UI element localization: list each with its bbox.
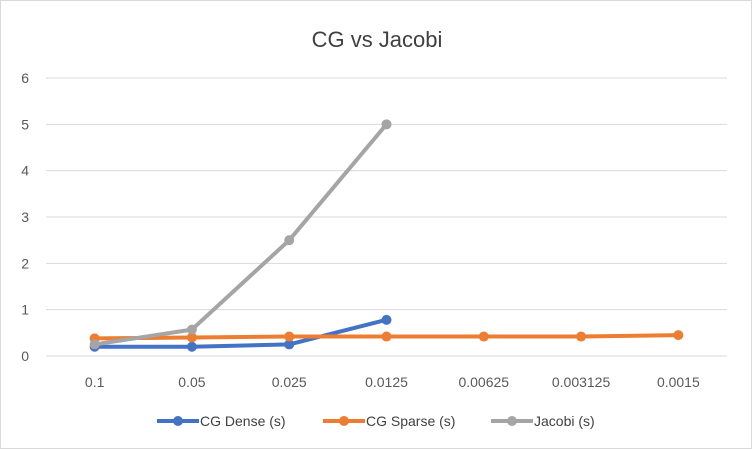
data-point-marker <box>381 314 392 325</box>
legend-swatch-marker <box>173 416 183 426</box>
data-point-marker <box>186 332 197 343</box>
x-tick-label: 0.0015 <box>657 374 700 390</box>
series-line <box>92 122 389 347</box>
data-point-marker <box>284 235 295 246</box>
data-point-marker <box>381 119 392 130</box>
x-tick-label: 0.05 <box>178 374 205 390</box>
legend-label: CG Sparse (s) <box>366 413 455 429</box>
data-point-marker <box>284 331 295 342</box>
x-tick-label: 0.025 <box>272 374 307 390</box>
legend-swatch-marker <box>507 416 517 426</box>
data-point-marker <box>186 324 197 335</box>
y-tick-label: 6 <box>21 70 29 86</box>
series-lines <box>89 119 684 352</box>
y-tick-label: 0 <box>21 348 29 364</box>
data-point-marker <box>673 330 684 341</box>
x-axis-ticks: 0.1 0.05 0.025 0.0125 0.00625 0.003125 0.0015 <box>85 374 700 390</box>
data-point-marker <box>478 331 489 342</box>
legend-item: Jacobi (s) <box>491 413 595 429</box>
data-point-marker <box>89 339 100 350</box>
x-tick-label: 0.003125 <box>552 374 611 390</box>
data-point-marker <box>381 331 392 342</box>
legend-swatch-marker <box>339 416 349 426</box>
data-point-marker <box>186 341 197 352</box>
y-tick-label: 1 <box>21 302 29 318</box>
series-line <box>92 317 389 349</box>
y-tick-label: 5 <box>21 116 29 132</box>
series-jacobi-s <box>89 119 392 350</box>
y-axis-ticks: 0 1 2 3 4 5 6 <box>21 70 29 364</box>
x-tick-label: 0.0125 <box>365 374 408 390</box>
chart-title: CG vs Jacobi <box>312 27 443 52</box>
legend-label: Jacobi (s) <box>534 413 595 429</box>
x-tick-label: 0.1 <box>85 374 105 390</box>
y-tick-label: 4 <box>21 163 29 179</box>
data-point-marker <box>284 339 295 350</box>
legend-item: CG Dense (s) <box>157 413 286 429</box>
legend-item: CG Sparse (s) <box>323 413 455 429</box>
legend-label: CG Dense (s) <box>200 413 286 429</box>
y-tick-label: 3 <box>21 209 29 225</box>
series-cg-dense-s <box>89 314 392 352</box>
y-tick-label: 2 <box>21 255 29 271</box>
data-point-marker <box>576 331 587 342</box>
x-tick-label: 0.00625 <box>458 374 509 390</box>
legend: CG Dense (s) CG Sparse (s) Jacobi (s) <box>157 413 595 429</box>
